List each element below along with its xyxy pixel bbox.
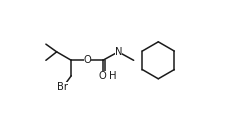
Text: N: N <box>114 47 122 57</box>
Text: Br: Br <box>57 82 68 92</box>
Text: O: O <box>84 55 91 65</box>
Text: H: H <box>109 71 116 81</box>
Text: O: O <box>99 71 107 81</box>
